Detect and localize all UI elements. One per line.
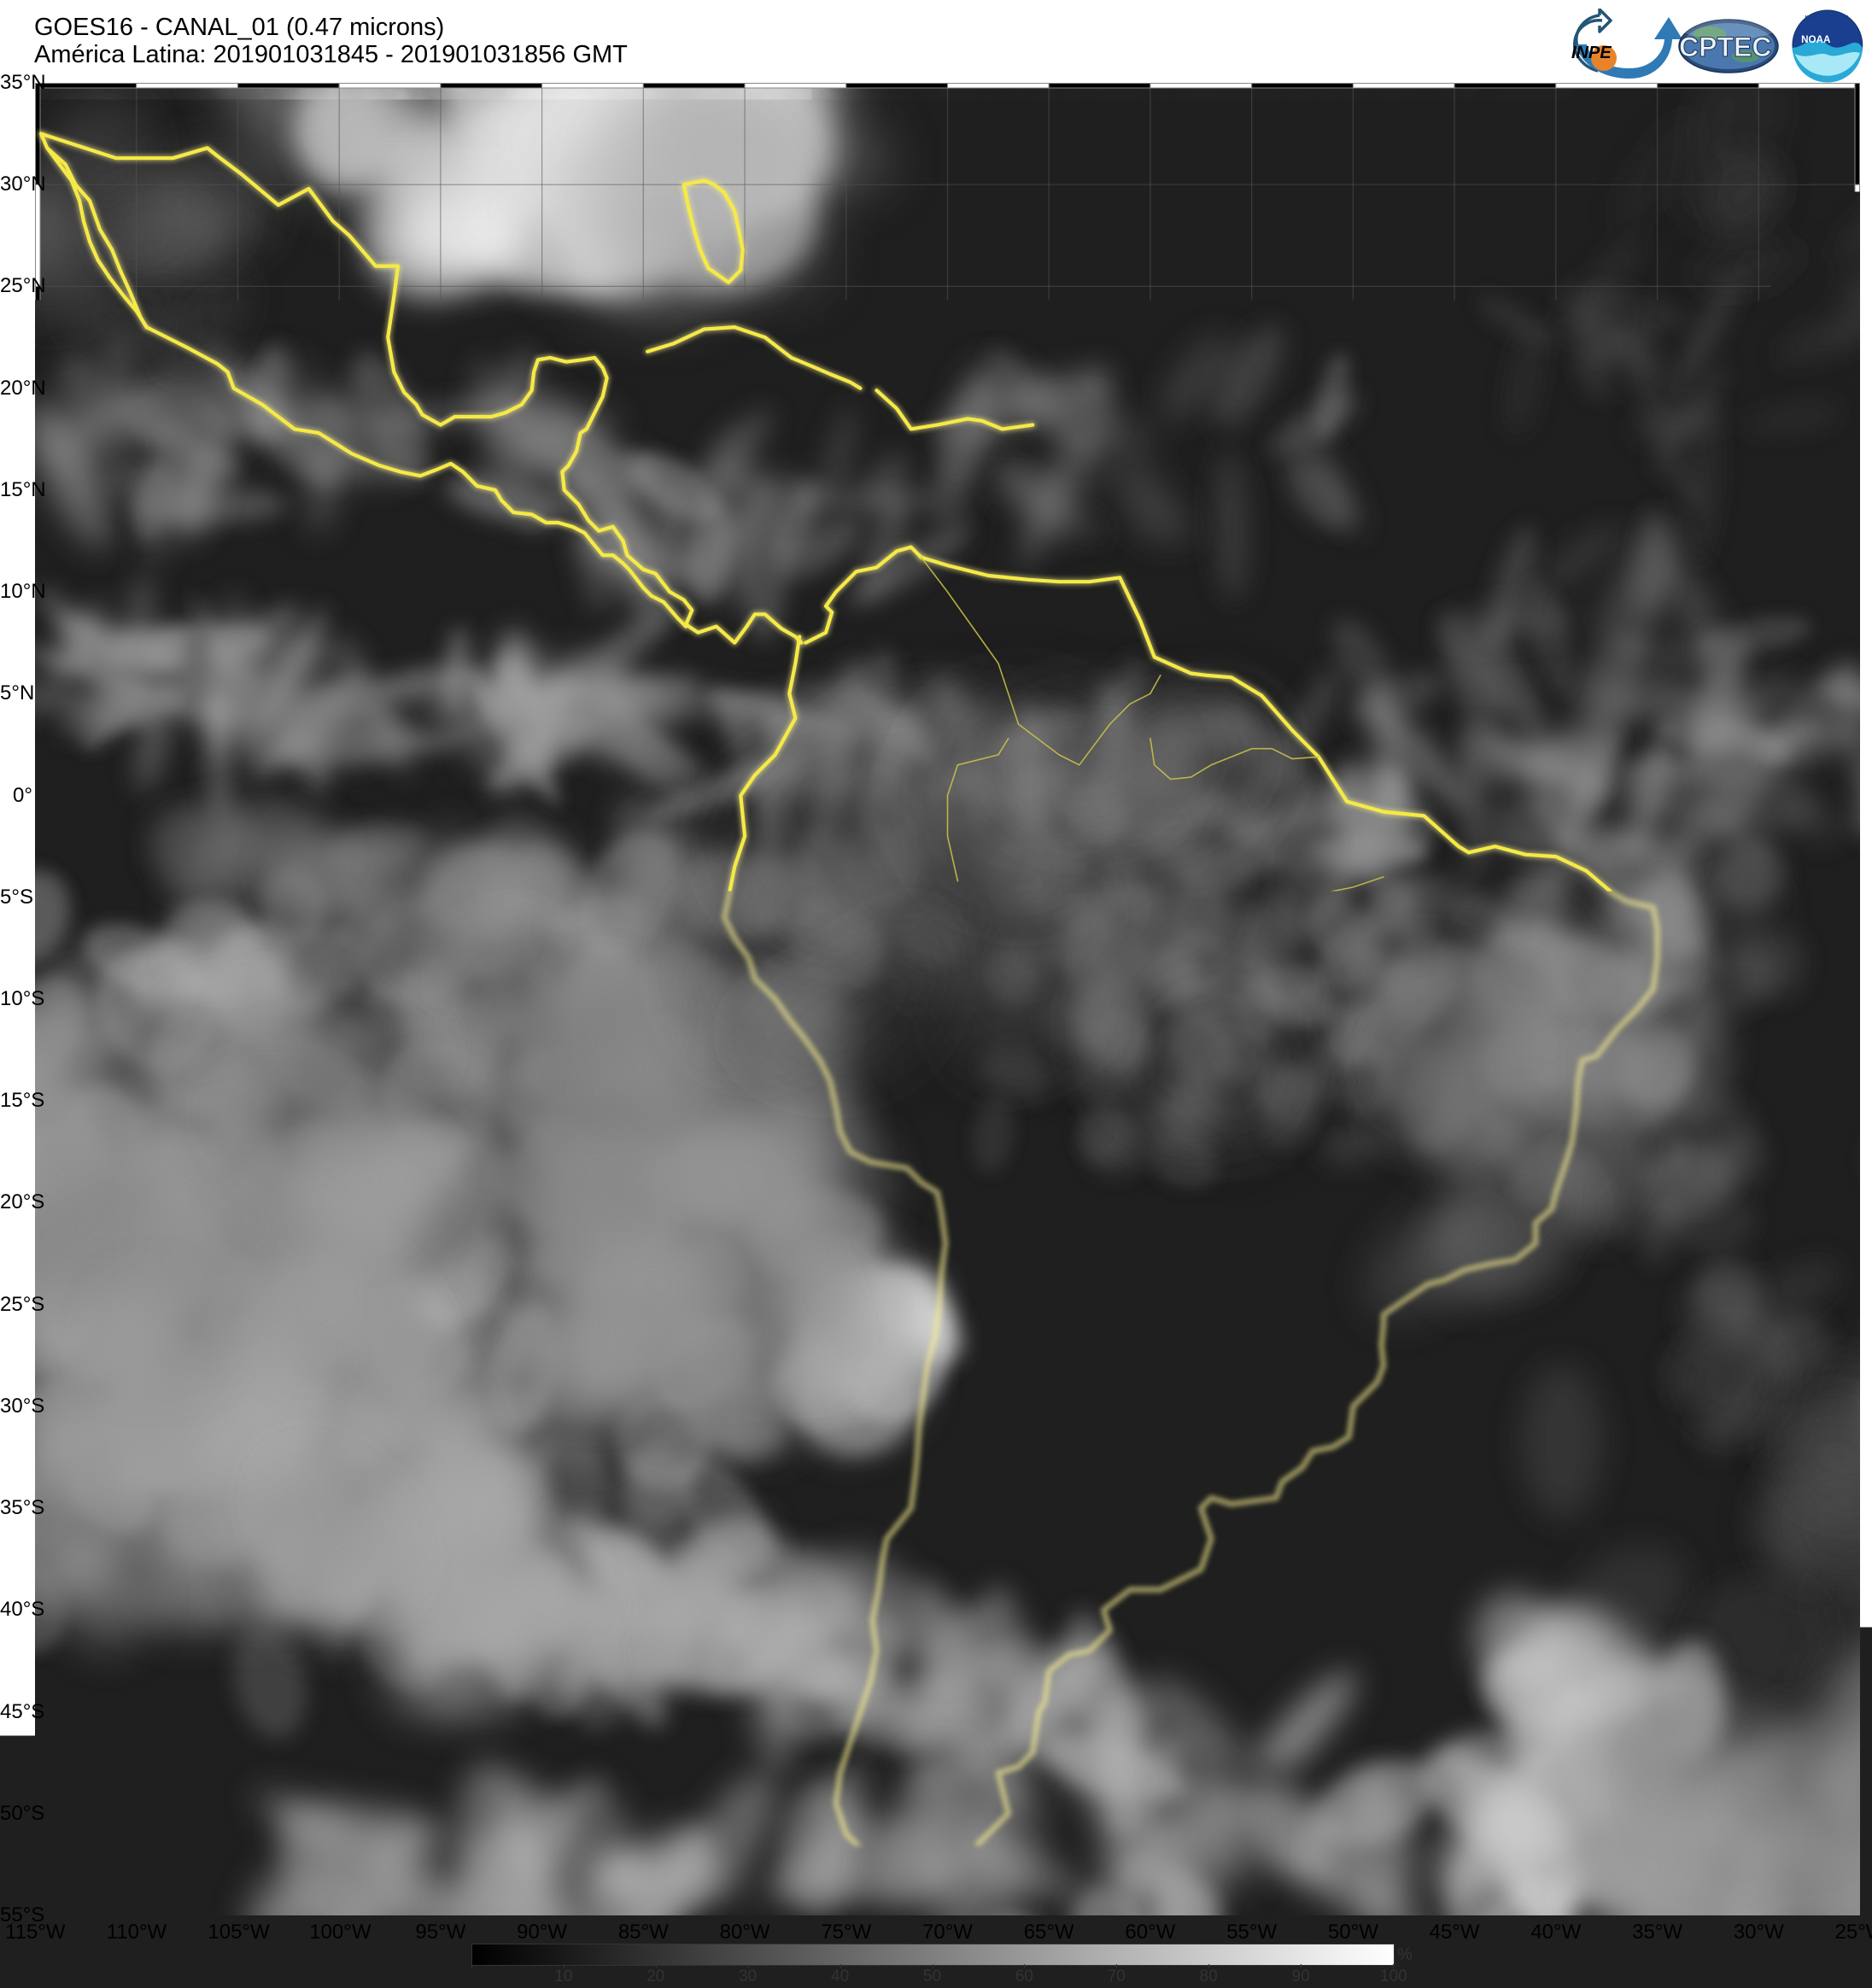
- svg-text:CPTEC: CPTEC: [1679, 32, 1771, 62]
- svg-text:NOAA: NOAA: [1801, 34, 1831, 45]
- svg-text:NATIONAL OCEANIC: NATIONAL OCEANIC: [1805, 15, 1848, 20]
- svg-text:INPE: INPE: [1571, 44, 1612, 62]
